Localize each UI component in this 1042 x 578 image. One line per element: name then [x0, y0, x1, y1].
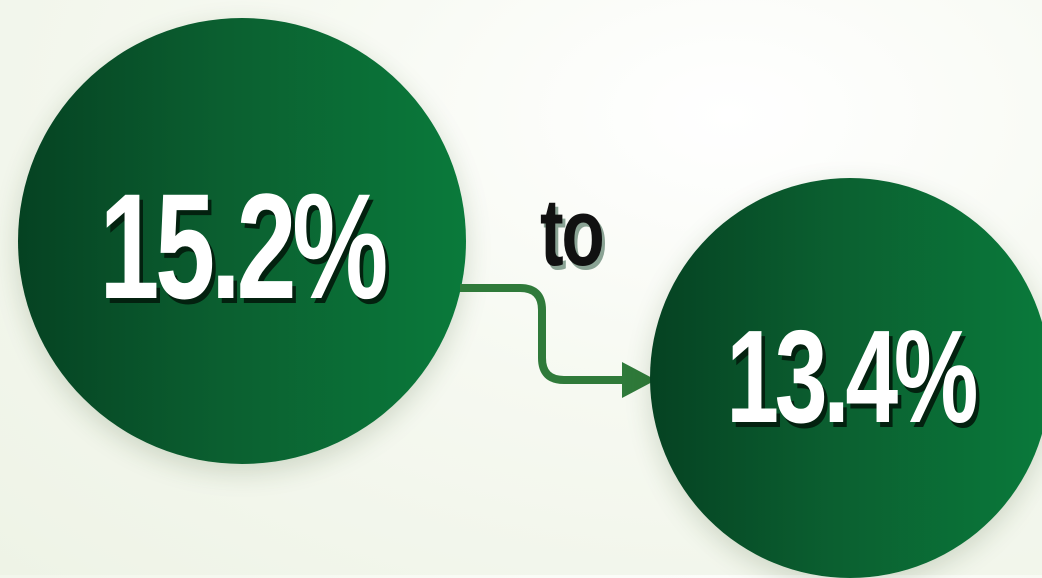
arrow-head — [622, 362, 656, 398]
arrow-line — [460, 284, 632, 384]
to-value: 13.4% — [726, 303, 978, 450]
from-value-circle: 15.2% — [18, 18, 466, 464]
elbow-arrow-right-icon — [460, 284, 656, 398]
connector-word: to — [540, 179, 605, 286]
to-value-circle: 13.4% — [650, 178, 1042, 578]
from-value: 15.2% — [99, 162, 389, 330]
